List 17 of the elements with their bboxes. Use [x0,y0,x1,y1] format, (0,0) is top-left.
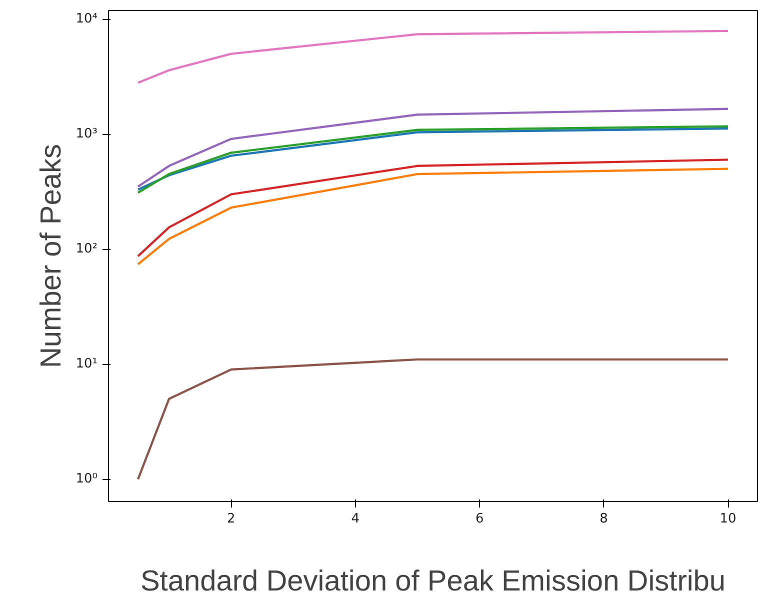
x-axis-title: Standard Deviation of Peak Emission Distribu [140,566,726,598]
line-series [136,358,730,480]
line-series [136,30,730,84]
line-series [136,108,730,188]
y-axis-title: Number of Peaks [36,144,68,368]
y-tick-label: 10¹ [76,356,98,372]
x-tick-label: 4 [351,512,360,526]
x-tick-label: 6 [475,512,484,526]
y-tick-label: 10⁰ [76,472,98,487]
y-tick-label: 10² [76,242,98,257]
x-tick-label: 8 [600,512,608,526]
y-tick-label: 10³ [76,126,98,142]
line-series [136,168,730,266]
line-series [136,158,730,258]
x-tick-label: 10 [720,512,736,526]
x-tick-label: 2 [227,512,236,526]
y-tick-label: 10⁴ [76,12,98,27]
